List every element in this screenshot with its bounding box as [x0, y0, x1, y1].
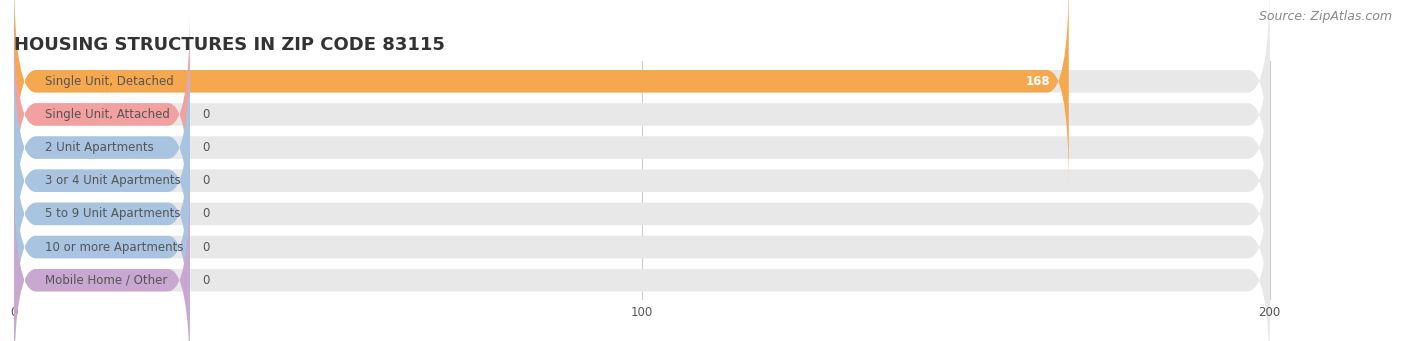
Text: 0: 0 [202, 174, 209, 187]
FancyBboxPatch shape [14, 10, 190, 219]
Text: 0: 0 [202, 274, 209, 287]
Text: 3 or 4 Unit Apartments: 3 or 4 Unit Apartments [45, 174, 181, 187]
FancyBboxPatch shape [14, 43, 1270, 252]
FancyBboxPatch shape [14, 142, 1270, 341]
FancyBboxPatch shape [14, 0, 1069, 186]
FancyBboxPatch shape [14, 76, 1270, 285]
Text: 10 or more Apartments: 10 or more Apartments [45, 240, 184, 254]
Text: 5 to 9 Unit Apartments: 5 to 9 Unit Apartments [45, 207, 181, 220]
FancyBboxPatch shape [14, 0, 1270, 186]
FancyBboxPatch shape [14, 175, 1270, 341]
Text: Single Unit, Detached: Single Unit, Detached [45, 75, 174, 88]
FancyBboxPatch shape [14, 142, 190, 341]
Text: 0: 0 [202, 207, 209, 220]
FancyBboxPatch shape [14, 76, 190, 285]
FancyBboxPatch shape [14, 10, 1270, 219]
Text: 0: 0 [202, 240, 209, 254]
FancyBboxPatch shape [14, 175, 190, 341]
Text: 0: 0 [202, 141, 209, 154]
FancyBboxPatch shape [14, 43, 190, 252]
Text: 168: 168 [1025, 75, 1050, 88]
Text: Single Unit, Attached: Single Unit, Attached [45, 108, 170, 121]
Text: 0: 0 [202, 108, 209, 121]
Text: Mobile Home / Other: Mobile Home / Other [45, 274, 167, 287]
Text: Source: ZipAtlas.com: Source: ZipAtlas.com [1258, 10, 1392, 23]
FancyBboxPatch shape [14, 109, 190, 318]
Text: 2 Unit Apartments: 2 Unit Apartments [45, 141, 155, 154]
FancyBboxPatch shape [14, 109, 1270, 318]
Text: HOUSING STRUCTURES IN ZIP CODE 83115: HOUSING STRUCTURES IN ZIP CODE 83115 [14, 36, 444, 54]
